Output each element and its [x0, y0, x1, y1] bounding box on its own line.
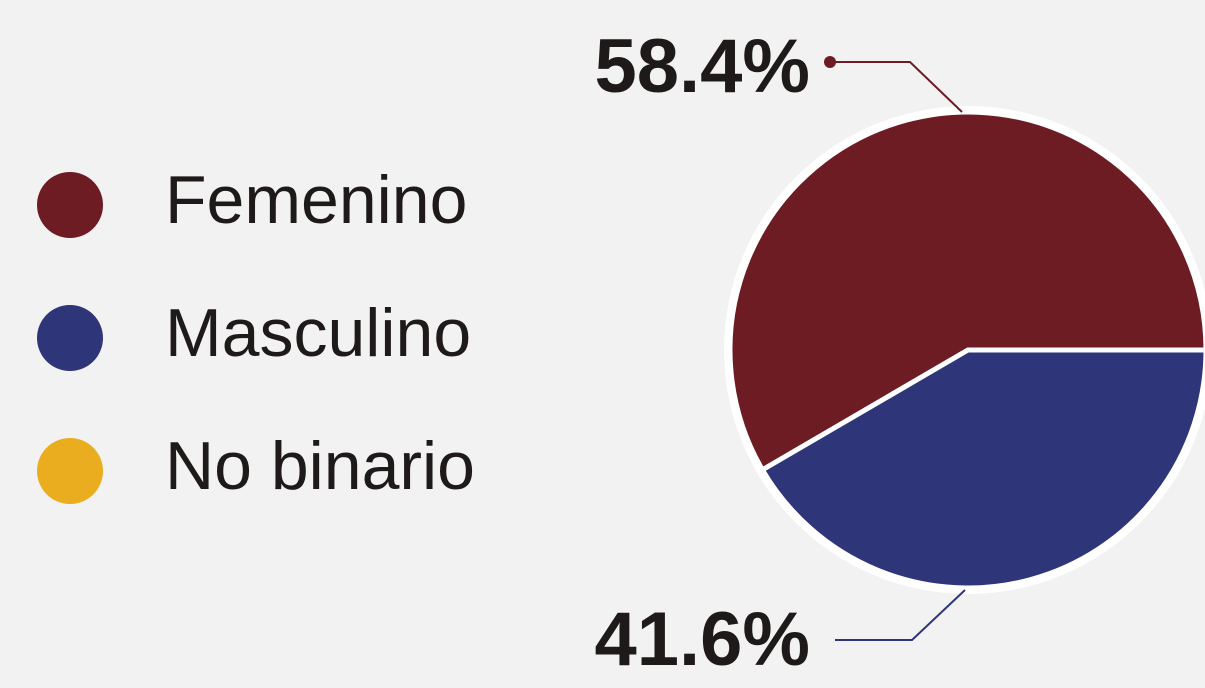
legend-marker	[37, 305, 103, 371]
callout-line	[835, 589, 966, 641]
value-label: 58.4%	[595, 24, 811, 109]
legend-label: Femenino	[165, 162, 467, 238]
pie-slice	[727, 109, 1205, 473]
legend-marker	[37, 438, 103, 504]
pie-slice	[759, 347, 1205, 591]
legend-label: Masculino	[165, 295, 471, 371]
legend-label: No binario	[165, 428, 475, 504]
callout-line	[830, 61, 963, 113]
legend-marker	[37, 172, 103, 238]
callout-dot	[824, 56, 836, 68]
value-label: 41.6%	[595, 597, 811, 682]
